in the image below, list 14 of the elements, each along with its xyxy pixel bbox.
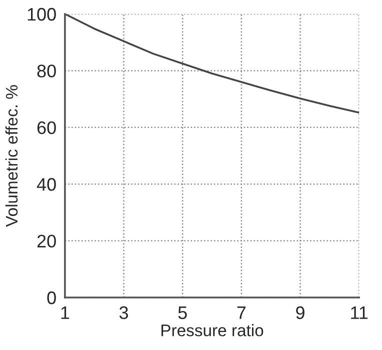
- x-tick-label: 1: [61, 306, 70, 319]
- y-tick-label: 40: [36, 178, 56, 191]
- y-tick-label: 0: [47, 291, 56, 304]
- y-axis-title: Volumetric effec. %: [5, 85, 18, 227]
- y-tick-label: 60: [37, 121, 56, 134]
- y-tick-label: 100: [28, 8, 56, 21]
- x-tick-label: 3: [119, 306, 128, 320]
- y-tick-label: 20: [37, 234, 56, 248]
- x-tick-label: 5: [178, 306, 187, 320]
- x-tick-label: 9: [296, 306, 304, 320]
- x-axis-title: Pressure ratio: [162, 324, 264, 336]
- y-tick-label: 80: [37, 64, 56, 78]
- x-tick-label: 7: [237, 306, 246, 319]
- x-tick-label: 11: [351, 306, 368, 319]
